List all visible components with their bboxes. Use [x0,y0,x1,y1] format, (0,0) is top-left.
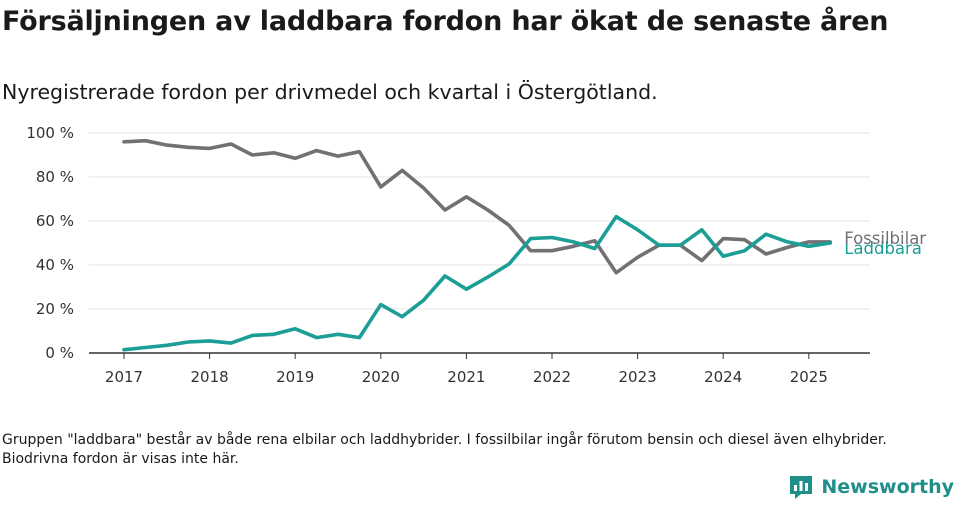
x-tick-label: 2022 [533,368,571,386]
chart-title: Försäljningen av laddbara fordon har öka… [2,6,889,37]
series-lines [122,138,833,352]
y-tick-label: 100 % [26,124,74,142]
y-gridlines [89,132,870,310]
y-tick-label: 20 % [36,300,74,318]
x-tick-label: 2023 [619,368,657,386]
x-tick-label: 2024 [704,368,742,386]
chart-subtitle: Nyregistrerade fordon per drivmedel och … [2,80,658,104]
x-tick-label: 2020 [362,368,400,386]
y-axis-ticks: 0 % 20 % 40 % 60 % 80 % 100 % [26,124,74,362]
series-label-laddbara: Laddbara [844,239,922,258]
footnote: Gruppen "laddbara" består av både rena e… [2,432,887,467]
y-tick-label: 60 % [36,212,74,230]
x-axis-ticks: 2017 2018 2019 2020 2021 2022 2023 2024 2025 [105,353,828,386]
series-line-fossilbilar [122,138,833,275]
brand-name: Newsworthy [821,476,954,498]
x-tick-label: 2017 [105,368,143,386]
newsworthy-logo-icon [790,476,813,499]
y-tick-label: 80 % [36,168,74,186]
series-line-laddbara [122,214,833,352]
series-label-fossilbilar: Fossilbilar [844,229,926,248]
brand-logo[interactable]: Newsworthy [788,474,954,500]
x-tick-label: 2019 [276,368,314,386]
x-tick-label: 2025 [790,368,828,386]
y-tick-label: 0 % [45,344,74,362]
y-tick-label: 40 % [36,256,74,274]
x-tick-label: 2021 [447,368,485,386]
x-tick-label: 2018 [191,368,229,386]
line-chart: 0 % 20 % 40 % 60 % 80 % 100 % 2017 2018 2019 202… [26,124,926,386]
